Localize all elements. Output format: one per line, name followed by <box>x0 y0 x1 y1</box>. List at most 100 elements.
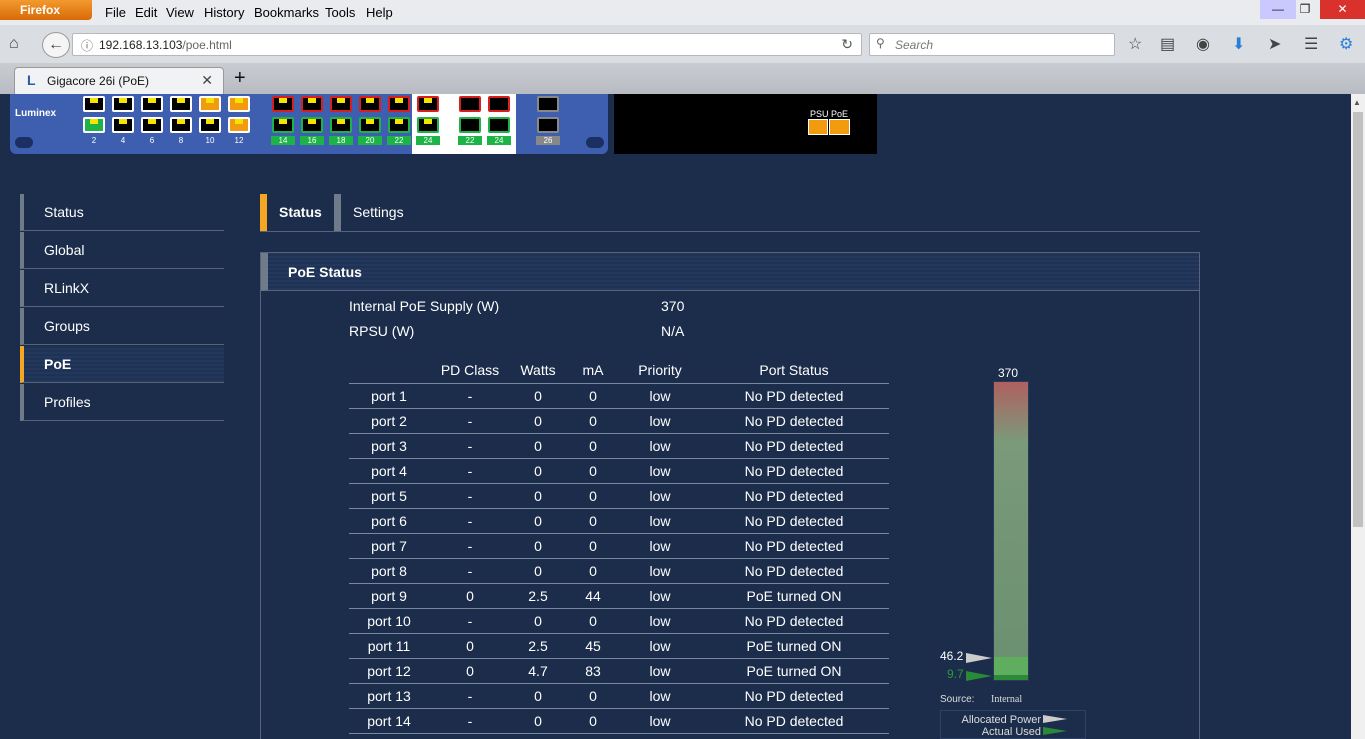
table-cell: 0 <box>511 483 565 509</box>
tab-strip: L Gigacore 26i (PoE) ✕ + <box>0 63 1365 94</box>
table-cell: No PD detected <box>699 558 889 584</box>
port-indicator[interactable] <box>359 96 381 112</box>
table-cell: 2.5 <box>511 633 565 659</box>
reload-icon[interactable]: ↻ <box>841 36 853 52</box>
menu-edit[interactable]: Edit <box>135 5 158 20</box>
port-indicator[interactable] <box>228 117 250 133</box>
port-indicator[interactable] <box>301 96 323 112</box>
sidebar-item-global[interactable]: Global <box>20 232 224 269</box>
new-tab-icon[interactable]: + <box>234 67 246 89</box>
menu-bookmarks[interactable]: Bookmarks <box>254 5 320 20</box>
table-cell: low <box>621 658 699 684</box>
table-cell: port 6 <box>349 508 429 534</box>
port-indicator[interactable] <box>170 96 192 112</box>
port-indicator[interactable] <box>301 117 323 133</box>
menu-help[interactable]: Help <box>366 5 393 20</box>
tab-settings[interactable]: Settings <box>334 194 434 231</box>
port-indicator[interactable] <box>141 96 163 112</box>
port-indicator[interactable] <box>272 96 294 112</box>
port-indicator[interactable] <box>83 96 105 112</box>
minimize-icon[interactable]: — <box>1260 0 1296 19</box>
mount-hole <box>15 137 33 148</box>
table-cell: port 13 <box>349 683 429 709</box>
port-indicator[interactable] <box>488 96 510 112</box>
port-indicator[interactable] <box>272 117 294 133</box>
menu-history[interactable]: History <box>204 5 245 20</box>
port-indicator[interactable] <box>359 117 381 133</box>
info-icon[interactable]: ⓘ <box>81 39 94 53</box>
gauge-used-fill <box>994 675 1028 680</box>
menu-tools[interactable]: Tools <box>325 5 356 20</box>
port-indicator[interactable] <box>170 117 192 133</box>
table-cell: - <box>429 458 511 484</box>
column-header: Priority <box>621 358 699 384</box>
port-indicator[interactable] <box>83 117 105 133</box>
downloads-icon[interactable]: ⬇ <box>1232 36 1246 53</box>
table-cell: No PD detected <box>699 483 889 509</box>
table-row: port 4-0 0 low No PD detected <box>349 458 889 484</box>
port-indicator[interactable] <box>199 96 221 112</box>
reading-list-icon[interactable]: ▤ <box>1160 36 1176 53</box>
psu-indicator <box>808 119 828 135</box>
port-indicator[interactable] <box>488 117 510 133</box>
table-cell: 0 <box>511 533 565 559</box>
table-cell: 0 <box>511 433 565 459</box>
port-indicator[interactable] <box>537 96 559 112</box>
table-cell: 0 <box>429 583 511 609</box>
port-indicator[interactable] <box>417 96 439 112</box>
scroll-up-icon[interactable]: ▲ <box>1353 98 1361 107</box>
sidebar-item-groups[interactable]: Groups <box>20 308 224 345</box>
vertical-scrollbar[interactable]: ▲ <box>1351 94 1365 739</box>
gauge-track <box>993 381 1029 681</box>
scroll-thumb[interactable] <box>1353 112 1363 527</box>
port-indicator[interactable] <box>330 96 352 112</box>
port-indicator[interactable] <box>388 117 410 133</box>
port-indicator[interactable] <box>388 96 410 112</box>
table-row: port 9 0 2.5 44 low PoE turned ON <box>349 583 889 609</box>
sidebar-item-rlinkx[interactable]: RLinkX <box>20 270 224 307</box>
search-input[interactable]: ⚲ Search <box>869 33 1115 56</box>
port-indicator[interactable] <box>417 117 439 133</box>
tab-status[interactable]: Status <box>260 194 340 231</box>
port-indicator[interactable] <box>459 117 481 133</box>
addon-icon[interactable]: ⚙ <box>1339 36 1354 53</box>
column-header: PD Class <box>429 358 511 384</box>
hamburger-menu-icon[interactable]: ☰ <box>1304 36 1319 53</box>
pocket-icon[interactable]: ◉ <box>1196 36 1210 53</box>
column-header: Port Status <box>699 358 889 384</box>
back-icon[interactable]: ← <box>42 32 70 58</box>
browser-tab[interactable]: L Gigacore 26i (PoE) ✕ <box>14 67 224 94</box>
nav-bar: ⌂ ← ⓘ 192.168.13.103/poe.html ↻ ⚲ Search… <box>0 30 1365 60</box>
port-indicator[interactable] <box>112 96 134 112</box>
port-indicator[interactable] <box>537 117 559 133</box>
port-indicator[interactable] <box>199 117 221 133</box>
firefox-menu-button[interactable]: Firefox <box>0 0 92 20</box>
sidebar-item-poe[interactable]: PoE <box>20 346 224 383</box>
table-cell: No PD detected <box>699 458 889 484</box>
table-cell: 44 <box>565 583 621 609</box>
port-indicator[interactable] <box>228 96 250 112</box>
url-bar[interactable]: ⓘ 192.168.13.103/poe.html ↻ <box>72 33 862 56</box>
close-tab-icon[interactable]: ✕ <box>201 72 213 88</box>
table-cell: - <box>429 433 511 459</box>
restore-icon[interactable]: ❐ <box>1299 2 1311 16</box>
port-indicator[interactable] <box>459 96 481 112</box>
table-cell: 4.7 <box>511 658 565 684</box>
menu-view[interactable]: View <box>166 5 194 20</box>
close-window-icon[interactable]: ✕ <box>1320 0 1365 19</box>
table-cell: 0 <box>565 608 621 634</box>
url-host: 192.168.13.103 <box>99 38 183 52</box>
bookmark-star-icon[interactable]: ☆ <box>1128 36 1143 53</box>
port-indicator[interactable] <box>141 117 163 133</box>
menu-file[interactable]: File <box>105 5 126 20</box>
port-indicator[interactable] <box>330 117 352 133</box>
table-cell: 0 <box>429 633 511 659</box>
table-cell: low <box>621 558 699 584</box>
home-icon[interactable]: ⌂ <box>9 35 19 52</box>
tab-title: Gigacore 26i (PoE) <box>47 74 150 88</box>
share-icon[interactable]: ➤ <box>1268 36 1282 53</box>
sidebar-item-status[interactable]: Status <box>20 194 224 231</box>
port-indicator[interactable] <box>112 117 134 133</box>
internal-supply-label: Internal PoE Supply (W) <box>349 298 500 314</box>
sidebar-item-profiles[interactable]: Profiles <box>20 384 224 421</box>
